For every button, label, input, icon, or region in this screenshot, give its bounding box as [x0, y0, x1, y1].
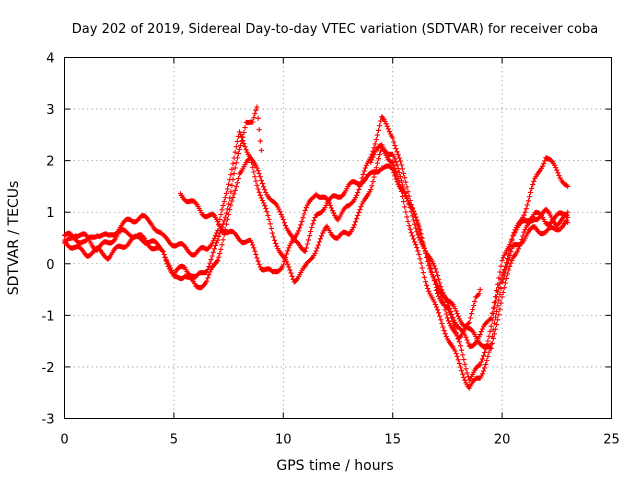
x-tick-label: 10 [275, 433, 292, 448]
x-tick-label: 15 [384, 433, 401, 448]
x-tick-label: 20 [494, 433, 511, 448]
series-track-3 [177, 114, 571, 383]
chart-title: Day 202 of 2019, Sidereal Day-to-day VTE… [72, 22, 598, 37]
y-tick-label: 0 [46, 258, 54, 273]
x-tick-label: 0 [60, 433, 68, 448]
series-markers [61, 129, 571, 349]
grid-layer [64, 57, 612, 419]
x-tick-label: 5 [170, 433, 178, 448]
tick-layer: 0 5 10 15 20 25 -3 -2 -1 0 1 2 3 4 [42, 52, 620, 448]
series-markers [433, 287, 483, 342]
y-tick-label: -1 [42, 309, 55, 324]
y-tick-label: 2 [46, 155, 54, 170]
series-track-1 [61, 129, 571, 349]
y-tick-label: 1 [46, 206, 54, 221]
series-track-6 [433, 287, 483, 342]
series-markers [368, 142, 571, 352]
y-tick-label: -3 [42, 413, 55, 428]
x-tick-label: 25 [603, 433, 620, 448]
series-track-5 [368, 142, 571, 352]
y-axis-label: SDTVAR / TECUs [6, 181, 22, 296]
series-track-4 [61, 145, 571, 391]
x-axis-label: GPS time / hours [276, 458, 393, 474]
y-tick-label: 4 [46, 52, 54, 67]
y-tick-label: 3 [46, 103, 54, 118]
y-tick-label: -2 [42, 361, 55, 376]
series-layer [61, 104, 571, 391]
series-markers [61, 145, 571, 391]
series-markers [177, 114, 571, 383]
